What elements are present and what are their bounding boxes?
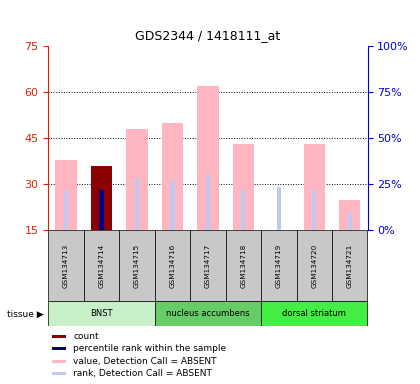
- Bar: [339, 200, 360, 230]
- Bar: [155, 301, 261, 326]
- Bar: [100, 190, 104, 230]
- Text: BNST: BNST: [90, 310, 113, 318]
- Bar: [297, 230, 332, 301]
- Bar: [52, 348, 66, 351]
- Bar: [91, 166, 112, 230]
- Text: GSM134720: GSM134720: [311, 244, 317, 288]
- Bar: [170, 181, 175, 230]
- Bar: [52, 372, 66, 376]
- Bar: [48, 301, 155, 326]
- Bar: [84, 230, 119, 301]
- Text: GSM134715: GSM134715: [134, 244, 140, 288]
- Bar: [55, 160, 77, 230]
- Bar: [91, 166, 112, 230]
- Bar: [233, 144, 254, 230]
- Text: GSM134713: GSM134713: [63, 244, 69, 288]
- Bar: [277, 187, 281, 230]
- Bar: [119, 230, 155, 301]
- Bar: [48, 230, 84, 301]
- Text: rank, Detection Call = ABSENT: rank, Detection Call = ABSENT: [74, 369, 212, 378]
- Bar: [261, 230, 297, 301]
- Bar: [64, 190, 68, 230]
- Bar: [52, 335, 66, 338]
- Bar: [261, 301, 368, 326]
- Title: GDS2344 / 1418111_at: GDS2344 / 1418111_at: [135, 29, 281, 42]
- Bar: [312, 190, 316, 230]
- Bar: [226, 230, 261, 301]
- Text: GSM134718: GSM134718: [240, 244, 247, 288]
- Bar: [332, 230, 368, 301]
- Text: nucleus accumbens: nucleus accumbens: [166, 310, 250, 318]
- Bar: [241, 190, 246, 230]
- Bar: [348, 212, 352, 230]
- Bar: [155, 230, 190, 301]
- Text: percentile rank within the sample: percentile rank within the sample: [74, 344, 226, 353]
- Bar: [206, 175, 210, 230]
- Bar: [197, 86, 218, 230]
- Bar: [135, 178, 139, 230]
- Bar: [304, 144, 325, 230]
- Text: GSM134717: GSM134717: [205, 244, 211, 288]
- Text: GSM134719: GSM134719: [276, 244, 282, 288]
- Bar: [190, 230, 226, 301]
- Text: GSM134714: GSM134714: [99, 244, 105, 288]
- Text: count: count: [74, 332, 99, 341]
- Text: tissue ▶: tissue ▶: [8, 310, 44, 318]
- Text: value, Detection Call = ABSENT: value, Detection Call = ABSENT: [74, 357, 217, 366]
- Bar: [126, 129, 147, 230]
- Text: GSM134721: GSM134721: [347, 244, 353, 288]
- Text: GSM134716: GSM134716: [169, 244, 176, 288]
- Bar: [52, 360, 66, 363]
- Text: dorsal striatum: dorsal striatum: [282, 310, 346, 318]
- Bar: [162, 123, 183, 230]
